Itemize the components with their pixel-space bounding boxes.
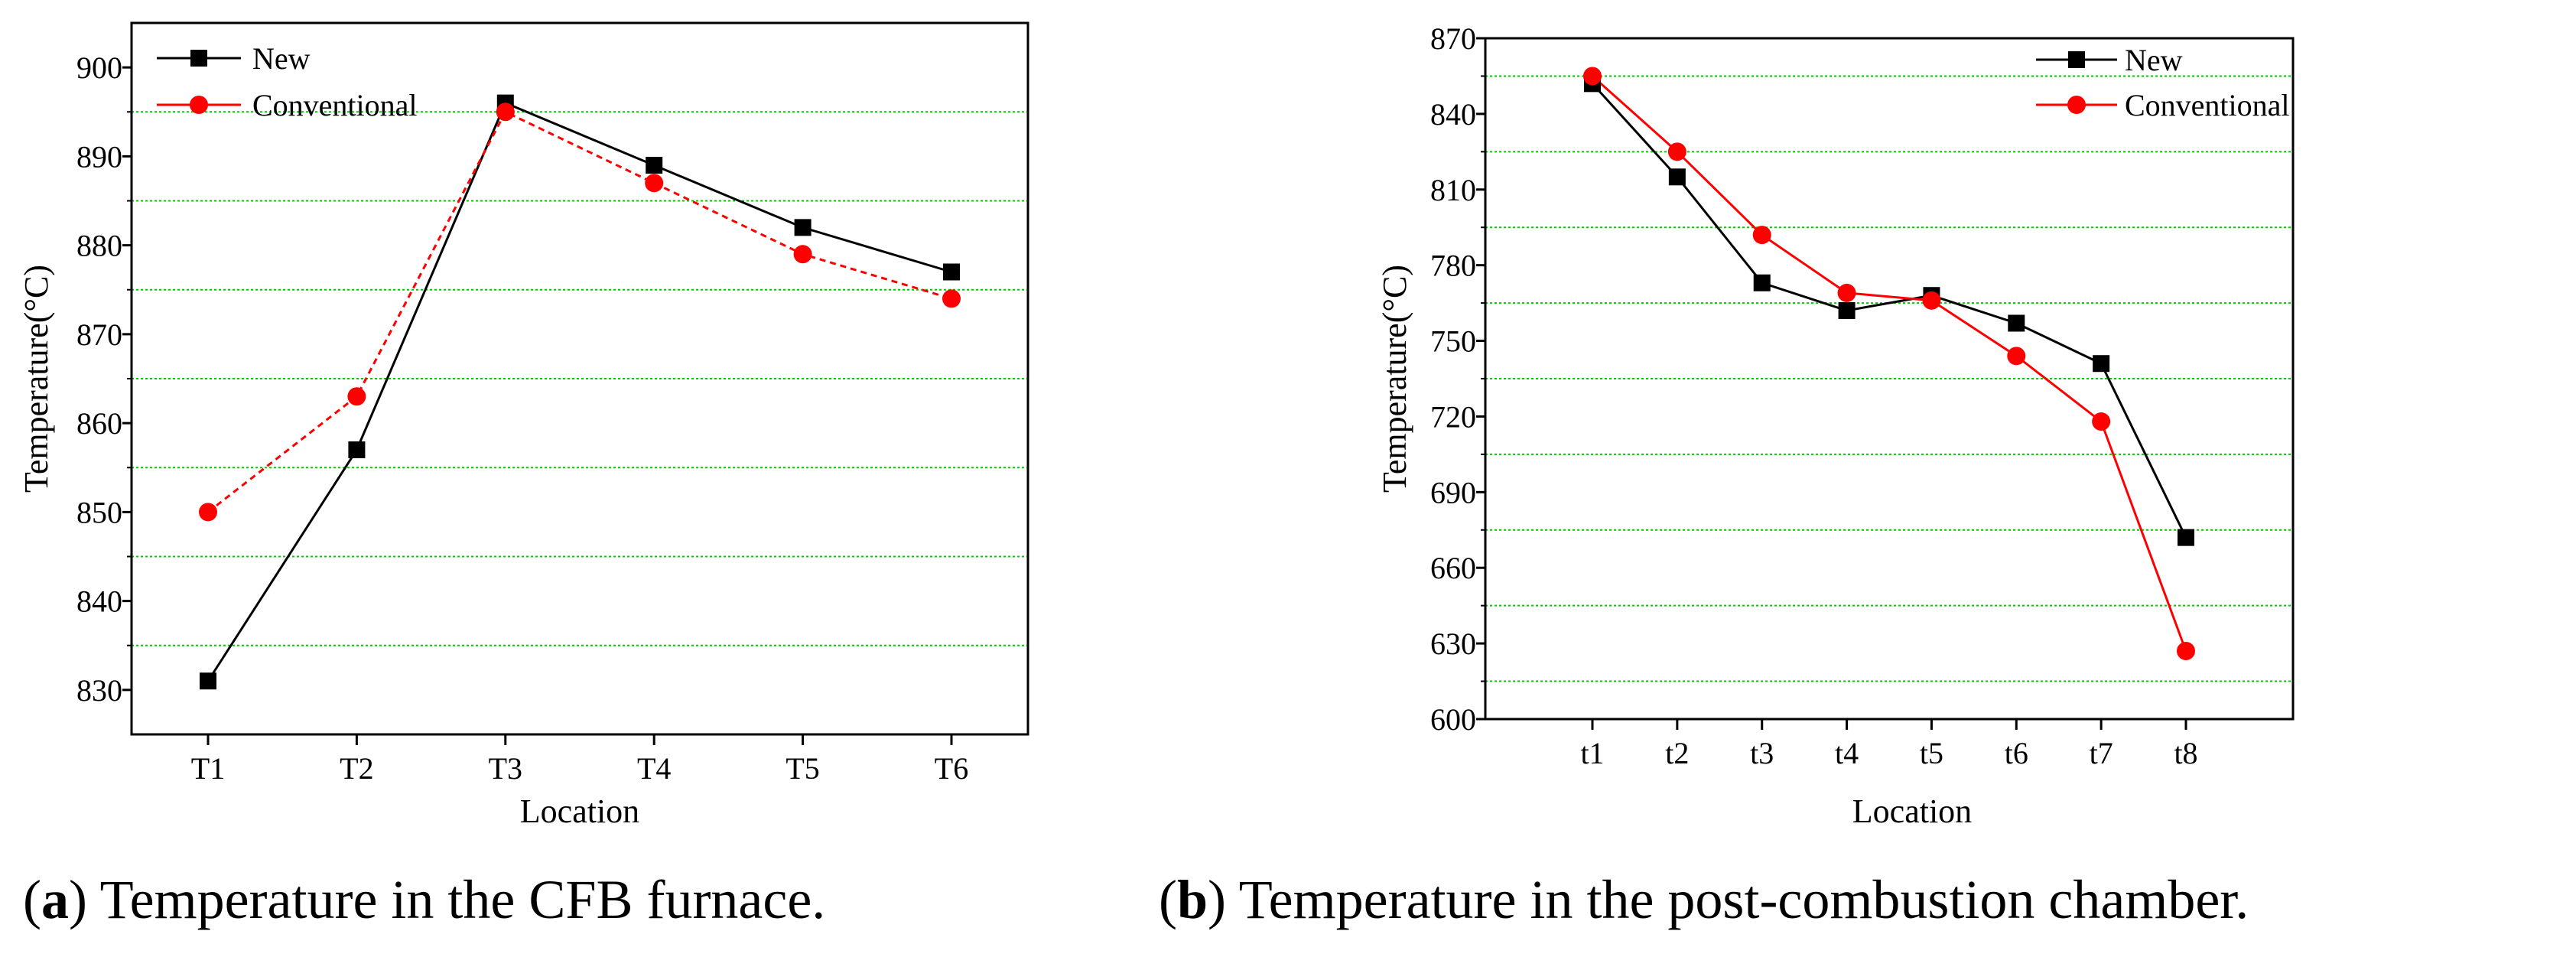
chart-b-ytick-label-7: 810 [1430,173,1476,207]
chart-a-ytick-label-3: 860 [76,406,122,441]
chart-b-xtick-label-7: t8 [2174,736,2197,770]
chart-a-ticks: 830 840 850 860 870 880 890 900 T1 T2 T3 T4 T5 T6 [76,50,968,786]
chart-a-xlabel: Location [520,793,639,830]
chart-b-series-1-point-6 [2092,412,2111,431]
chart-b-series-1-point-3 [1837,283,1856,302]
chart-b-series-1-point-5 [2007,347,2026,366]
chart-a-series-1-point-2 [496,103,515,122]
chart-b-series-1-point-4 [1922,291,1941,310]
chart-b-xtick-label-4: t5 [1920,736,1943,770]
chart-a-legend-conventional: Conventional [252,88,418,122]
chart-b-legend-new-marker [2068,51,2085,68]
chart-b-ticks: 600 630 660 690 720 750 780 810 840 870 t1 t2 t3 t4 t5… [1430,21,2198,770]
chart-a-caption-label: a [41,869,69,930]
chart-b-ytick-label-3: 690 [1430,475,1476,509]
chart-a-series-1-point-5 [942,289,961,308]
chart-a-caption: (a) Temperature in the CFB furnace. [23,869,825,930]
chart-a-legend-new: New [252,41,311,76]
chart-b-legend-new: New [2125,43,2183,77]
chart-a-legend-new-marker [190,50,207,67]
chart-a-series-0-point-0 [200,672,216,690]
chart-b-post-combustion: 600 630 660 690 720 750 780 810 840 870 t1 t2 t3 t4 t5… [1159,21,2295,930]
chart-a-legend: New Conventional [157,41,418,122]
chart-b-ytick-label-1: 630 [1430,627,1476,661]
chart-b-series-0-point-3 [1838,302,1856,319]
chart-b-series-0-line [1591,83,2187,539]
chart-b-ytick-label-0: 600 [1430,702,1476,737]
chart-b-xtick-label-5: t6 [2005,736,2028,770]
chart-a-ytick-label-7: 900 [76,50,122,85]
chart-b-series-0-point-6 [2093,355,2110,373]
chart-a-legend-conventional-marker [190,96,208,114]
chart-b-ytick-label-9: 870 [1430,21,1476,56]
chart-a-ytick-label-4: 870 [76,317,122,352]
chart-b-caption-text: Temperature in the post-combustion chamb… [1239,869,2249,930]
chart-b-xtick-label-0: t1 [1580,736,1604,770]
chart-a-series-1-point-4 [793,245,812,264]
chart-b-series-1-point-7 [2177,642,2195,660]
chart-a-xtick-label-5: T6 [935,751,968,786]
chart-b-series-1-point-1 [1667,142,1686,161]
chart-a-xtick-label-1: T2 [340,751,373,786]
chart-a-series-1-point-1 [347,387,366,406]
chart-b-series-0-point-2 [1753,274,1771,291]
chart-b-ytick-label-2: 660 [1430,551,1476,585]
chart-a-series-1-line [207,110,952,513]
chart-b-series-0-point-7 [2178,529,2194,546]
chart-b-series-1-point-2 [1752,226,1771,245]
chart-b-xtick-label-1: t2 [1665,736,1689,770]
chart-a-grid [132,111,1028,646]
chart-a-series-0-point-4 [794,219,812,236]
chart-a-ytick-label-0: 830 [76,673,122,708]
chart-a-xtick-label-3: T4 [637,751,671,786]
chart-a-ylabel: Temperature(°C) [18,265,55,493]
chart-a-xtick-label-0: T1 [191,751,225,786]
chart-b-ylabel: Temperature(°C) [1376,265,1413,493]
chart-b-series-0-point-1 [1668,168,1686,186]
chart-b-xtick-label-3: t4 [1835,736,1859,770]
chart-b-series-0-point-5 [2008,314,2025,332]
chart-b-legend: New Conventional [2036,43,2290,122]
chart-b-ytick-label-5: 750 [1430,324,1476,359]
chart-b-xtick-label-6: t7 [2090,736,2113,770]
chart-a-series [199,94,961,690]
chart-a-series-1-point-0 [199,503,217,522]
chart-b-ytick-label-6: 780 [1430,249,1476,283]
chart-b-legend-conventional-marker [2067,96,2086,114]
chart-b-legend-conventional: Conventional [2125,88,2290,122]
chart-a-series-0-point-1 [348,441,366,458]
chart-a-xtick-label-2: T3 [489,751,522,786]
chart-a-series-0-point-5 [943,263,960,281]
chart-a-xtick-label-4: T5 [785,751,819,786]
chart-a-ytick-label-1: 840 [76,584,122,619]
chart-a-series-1-point-3 [645,174,664,193]
chart-b-xlabel: Location [1852,793,1972,830]
chart-b-series-1-line [1592,75,2187,652]
chart-a-ytick-label-5: 880 [76,229,122,263]
chart-b-series [1583,67,2195,660]
chart-b-ytick-label-8: 840 [1430,97,1476,132]
chart-a-caption-text: Temperature in the CFB furnace. [100,869,826,930]
chart-a-series-0-point-3 [646,157,663,174]
chart-b-xtick-label-2: t3 [1750,736,1774,770]
chart-b-ytick-label-4: 720 [1430,399,1476,434]
chart-b-plot-frame [1484,37,2295,721]
chart-b-series-1-point-0 [1583,67,1602,86]
chart-b-caption-label: b [1177,869,1208,930]
chart-a-series-0-line [207,101,952,682]
chart-b-caption: (b) Temperature in the post-combustion c… [1159,869,2249,930]
chart-a-ytick-label-6: 890 [76,139,122,174]
chart-b-grid [1485,75,2293,682]
chart-a-plot-frame [130,21,1029,736]
chart-a-ytick-label-2: 850 [76,495,122,529]
chart-a-furnace: 830 840 850 860 870 880 890 900 T1 T2 T3 T4 T5 T6 Loc… [18,21,1029,930]
